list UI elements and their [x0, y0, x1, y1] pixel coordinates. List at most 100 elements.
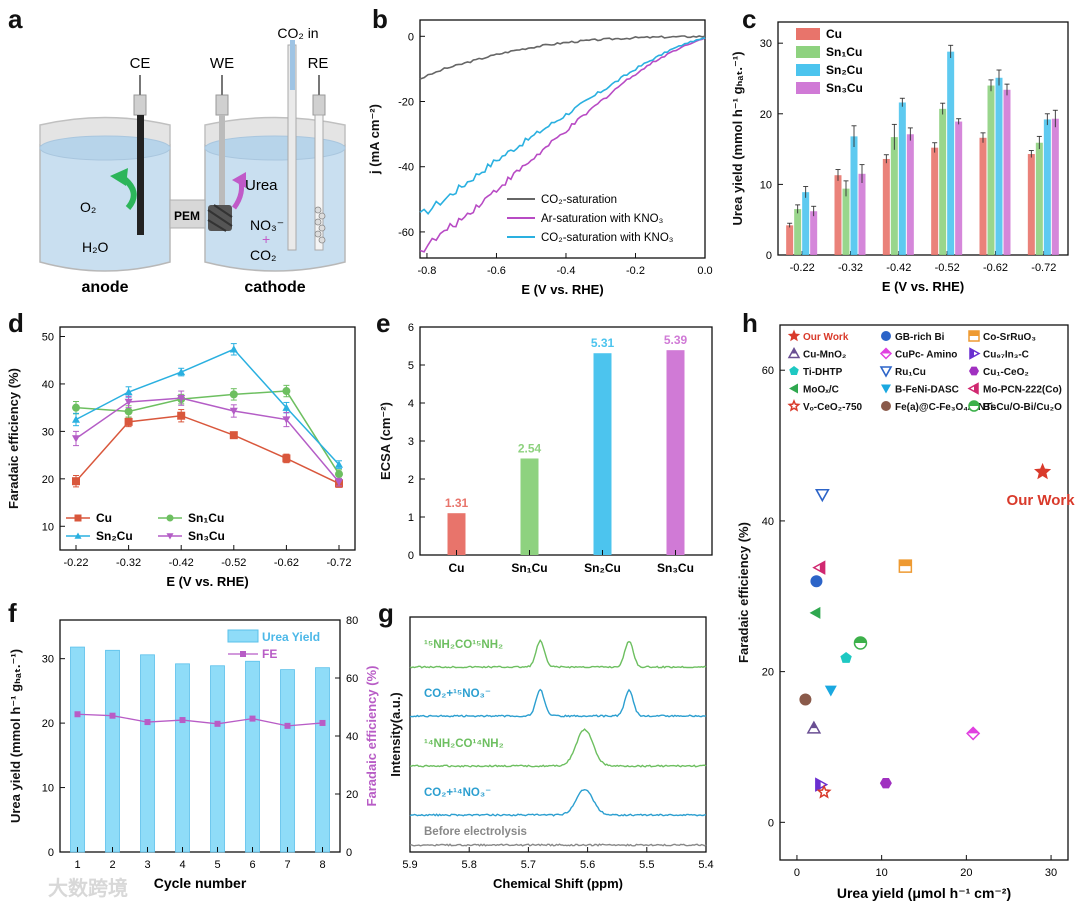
h-point	[824, 685, 837, 697]
e-ytick-label: 5	[408, 360, 414, 372]
h-point	[853, 636, 868, 650]
f-legend-label-yield: Urea Yield	[262, 630, 320, 644]
d-xtick-label: -0.42	[169, 557, 194, 569]
d-point	[229, 431, 238, 440]
d-point	[124, 388, 133, 396]
h-xtick-label: 30	[1045, 867, 1057, 879]
h-legend-label: Mo-PCN-222(Co)	[983, 385, 1062, 396]
d-point	[229, 407, 238, 415]
h-legend-label: GB-rich Bi	[895, 332, 945, 343]
c-bar	[931, 147, 939, 255]
c-bar	[995, 77, 1003, 256]
h-point	[816, 784, 832, 799]
h-legend-marker	[787, 346, 801, 359]
c-bar	[850, 136, 858, 255]
g-xlabel: Chemical Shift (ppm)	[493, 876, 623, 891]
panel-c-urea-bar-chart: 0 10 20 30 -0.22 -0.32 -0.42 -0.52 -0.62 -0.72 E (…	[730, 21, 1069, 294]
h-legend-marker	[969, 347, 981, 360]
h-legend-label: Vₒ-CeO₂-750	[803, 402, 863, 413]
f-legend-marker-fe	[240, 651, 246, 657]
g-spectrum-label: ¹⁵NH₂CO¹⁵NH₂	[424, 639, 503, 651]
e-xtick-label: Sn₃Cu	[657, 561, 694, 575]
panel-h-comparison-scatter: 0 10 20 30 0 20 40 60 Urea yield (μmol h⁻¹ cm⁻²)…	[736, 324, 1075, 901]
d-legend-label: Sn₁Cu	[188, 511, 224, 525]
h-point	[840, 652, 852, 663]
h-ylabel: Faradaic efficiency (%)	[736, 522, 751, 663]
h-ytick-label: 20	[762, 667, 774, 679]
f-fe-point	[179, 717, 186, 724]
c-bar	[810, 211, 818, 255]
d-legend-marker	[166, 514, 174, 522]
f-xtick-label: 4	[179, 859, 185, 871]
h-legend-marker	[789, 366, 799, 376]
h-point	[810, 575, 823, 588]
d-legend-label: Sn₃Cu	[188, 529, 225, 543]
d-point	[335, 470, 343, 479]
c-ytick-label: 30	[760, 38, 772, 50]
f-fe-point	[74, 711, 81, 718]
f-ytick-label: 0	[48, 847, 54, 859]
f-fe-point	[249, 715, 256, 722]
panel-label-c: c	[742, 4, 757, 34]
d-point	[335, 478, 343, 487]
d-plot-frame	[59, 326, 356, 551]
panel-f-stability-chart: 0 10 20 30 0 20 40 60 80 1 2 3 4 5 6 7 8 Urea Yield FE Cycl…	[8, 615, 379, 891]
we-label: WE	[210, 55, 234, 72]
panel-label-d: d	[8, 308, 24, 338]
c-legend-label: Sn₃Cu	[826, 81, 863, 95]
f-ytick-label: 20	[42, 718, 54, 730]
b-xtick-label: -0.8	[417, 265, 436, 277]
h-legend-label: MoOₓ/C	[803, 385, 839, 396]
c-xtick-label: -0.72	[1031, 262, 1056, 274]
f-xtick-label: 3	[144, 859, 150, 871]
e-ylabel: ECSA (cm⁻²)	[378, 402, 393, 480]
e-ytick-label: 0	[408, 550, 414, 562]
co2-label: CO₂	[250, 247, 276, 263]
e-ytick-label: 1	[408, 512, 414, 524]
h-legend-marker	[968, 400, 980, 412]
cathode-label: cathode	[244, 279, 305, 296]
h-ytick-label: 60	[762, 365, 774, 377]
c-bar	[794, 209, 802, 255]
c-ylabel: Urea yield (mmol h⁻¹ gₕₐₜ.⁻¹)	[730, 51, 745, 225]
b-xtick-label: -0.6	[487, 265, 506, 277]
b-ytick-label: -60	[398, 227, 414, 239]
d-point	[72, 435, 80, 443]
f-right-ytick-label: 80	[346, 615, 358, 627]
f-xtick-label: 6	[249, 859, 255, 871]
panel-label-h: h	[742, 308, 758, 338]
d-legend-marker	[74, 532, 82, 539]
f-xtick-label: 8	[319, 859, 325, 871]
h-plot-frame	[779, 324, 1069, 861]
c-bar	[1051, 118, 1059, 255]
c-bar	[1035, 142, 1043, 255]
panel-d-fe-line-chart: 10 20 30 40 50 -0.22 -0.32 -0.42 -0.52 -0.62 -0.72…	[6, 326, 356, 589]
f-bar	[70, 646, 85, 853]
f-ytick-label: 10	[42, 783, 54, 795]
h-legend-label: Cu₁-CeO₂	[983, 367, 1029, 378]
b-xtick-label: -0.4	[556, 265, 575, 277]
b-ylabel: j (mA cm⁻²)	[367, 104, 382, 175]
c-bar	[906, 134, 914, 255]
panel-g-nmr-chart: 5.9 5.8 5.7 5.6 5.5 5.4 Chemical Shift (ppm) In…	[388, 616, 714, 891]
h-legend-marker	[879, 366, 893, 378]
d-point	[282, 387, 291, 396]
panel-b-lsv-chart: -0.8 -0.6 -0.4 -0.2 0.0 0 -20 -40 -60 E (V vs. RH…	[367, 19, 713, 297]
g-spectrum-label: Before electrolysis	[424, 826, 527, 838]
e-data-label: 1.31	[445, 496, 469, 510]
d-legend-label: Cu	[96, 511, 112, 525]
d-point	[282, 454, 291, 463]
d-point	[72, 403, 80, 412]
c-xtick-label: -0.52	[935, 262, 960, 274]
d-series-line	[75, 397, 340, 483]
d-xtick-label: -0.72	[326, 557, 351, 569]
c-bar	[947, 51, 955, 256]
panel-label-b: b	[372, 4, 388, 34]
d-xtick-label: -0.62	[274, 557, 299, 569]
panel-label-g: g	[378, 598, 394, 628]
f-fe-line	[77, 713, 323, 727]
g-spectrum-line	[409, 728, 707, 768]
f-fe-point	[214, 720, 221, 727]
e-ytick-label: 3	[408, 436, 414, 448]
e-data-label: 5.31	[591, 336, 615, 350]
